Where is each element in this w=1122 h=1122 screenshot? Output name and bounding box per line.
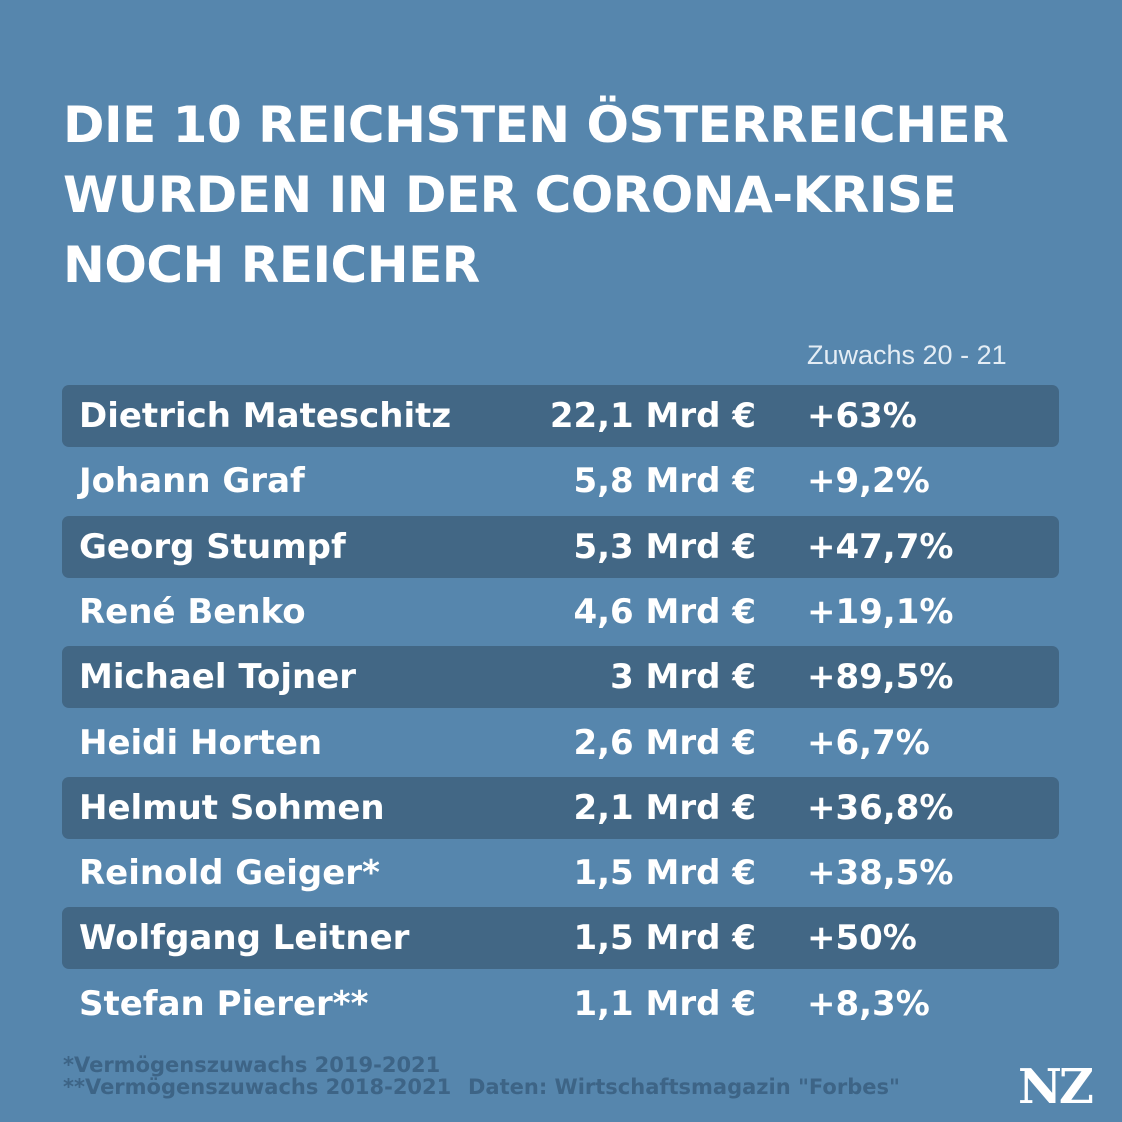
- growth-value: +89,5%: [807, 657, 954, 697]
- growth-value: +19,1%: [807, 592, 954, 632]
- person-name: Michael Tojner: [79, 657, 357, 697]
- table-row: Heidi Horten 2,6 Mrd € +6,7%: [62, 712, 1059, 774]
- table-row: Stefan Pierer** 1,1 Mrd € +8,3%: [62, 973, 1059, 1035]
- footnote-2: **Vermögenszuwachs 2018-2021: [63, 1075, 452, 1099]
- wealth-value: 3 Mrd €: [610, 657, 756, 697]
- wealth-value: 1,1 Mrd €: [573, 984, 756, 1024]
- person-name: Dietrich Mateschitz: [79, 396, 452, 436]
- title-line-2: WURDEN IN DER CORONA-KRISE: [63, 166, 957, 224]
- table-row: Georg Stumpf 5,3 Mrd € +47,7%: [62, 516, 1059, 578]
- table-row: Johann Graf 5,8 Mrd € +9,2%: [62, 450, 1059, 512]
- table-row: René Benko 4,6 Mrd € +19,1%: [62, 581, 1059, 643]
- person-name: Wolfgang Leitner: [79, 918, 410, 958]
- footnotes: *Vermögenszuwachs 2019-2021 **Vermögensz…: [63, 1054, 451, 1098]
- growth-value: +50%: [807, 918, 917, 958]
- wealth-value: 5,3 Mrd €: [573, 527, 756, 567]
- person-name: Reinold Geiger*: [79, 853, 380, 893]
- growth-value: +47,7%: [807, 527, 954, 567]
- source-credit: Daten: Wirtschaftsmagazin "Forbes": [468, 1075, 900, 1099]
- person-name: Johann Graf: [79, 461, 305, 501]
- wealth-value: 1,5 Mrd €: [573, 853, 756, 893]
- title-line-1: DIE 10 REICHSTEN ÖSTERREICHER: [63, 96, 1009, 154]
- wealth-value: 4,6 Mrd €: [573, 592, 756, 632]
- table-row: Reinold Geiger* 1,5 Mrd € +38,5%: [62, 842, 1059, 904]
- growth-column-header: Zuwachs 20 - 21: [807, 340, 1007, 370]
- person-name: Heidi Horten: [79, 723, 323, 763]
- wealth-value: 22,1 Mrd €: [549, 396, 756, 436]
- table-row: Dietrich Mateschitz 22,1 Mrd € +63%: [62, 385, 1059, 447]
- wealth-value: 1,5 Mrd €: [573, 918, 756, 958]
- title-line-3: NOCH REICHER: [63, 236, 480, 294]
- table-row: Michael Tojner 3 Mrd € +89,5%: [62, 646, 1059, 708]
- nz-logo: NZ: [1018, 1059, 1094, 1115]
- footnote-1: *Vermögenszuwachs 2019-2021: [63, 1053, 441, 1077]
- page-title: DIE 10 REICHSTEN ÖSTERREICHER WURDEN IN …: [63, 90, 1083, 300]
- growth-value: +63%: [807, 396, 917, 436]
- growth-value: +8,3%: [807, 984, 930, 1024]
- growth-value: +9,2%: [807, 461, 930, 501]
- growth-value: +6,7%: [807, 723, 930, 763]
- growth-value: +36,8%: [807, 788, 954, 828]
- table-row: Wolfgang Leitner 1,5 Mrd € +50%: [62, 907, 1059, 969]
- person-name: René Benko: [79, 592, 306, 632]
- growth-value: +38,5%: [807, 853, 954, 893]
- table-row: Helmut Sohmen 2,1 Mrd € +36,8%: [62, 777, 1059, 839]
- person-name: Stefan Pierer**: [79, 984, 369, 1024]
- person-name: Georg Stumpf: [79, 527, 346, 567]
- person-name: Helmut Sohmen: [79, 788, 385, 828]
- wealth-value: 5,8 Mrd €: [573, 461, 756, 501]
- wealth-value: 2,1 Mrd €: [573, 788, 756, 828]
- wealth-value: 2,6 Mrd €: [573, 723, 756, 763]
